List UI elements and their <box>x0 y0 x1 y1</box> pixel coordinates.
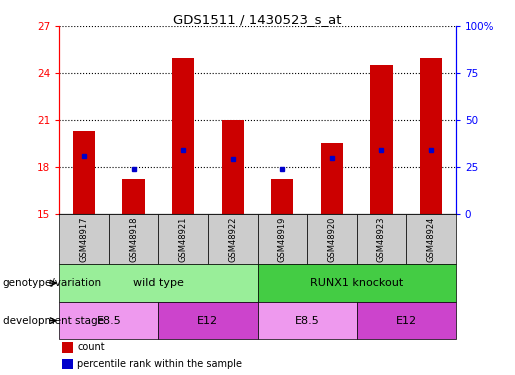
Bar <box>370 65 392 214</box>
Bar <box>258 302 356 339</box>
Bar <box>109 214 159 264</box>
Text: count: count <box>77 342 105 352</box>
Text: E8.5: E8.5 <box>295 316 319 326</box>
Text: GSM48924: GSM48924 <box>426 216 436 262</box>
Bar <box>123 179 145 214</box>
Bar <box>73 131 95 214</box>
Bar <box>221 120 244 214</box>
Text: E12: E12 <box>197 316 218 326</box>
Bar <box>321 144 343 214</box>
Text: GDS1511 / 1430523_s_at: GDS1511 / 1430523_s_at <box>173 13 342 26</box>
Text: GSM48923: GSM48923 <box>377 216 386 262</box>
Text: percentile rank within the sample: percentile rank within the sample <box>77 359 242 369</box>
Text: E8.5: E8.5 <box>96 316 121 326</box>
Bar <box>159 302 258 339</box>
Bar <box>258 214 307 264</box>
Bar <box>59 214 109 264</box>
Text: E12: E12 <box>396 316 417 326</box>
Text: genotype/variation: genotype/variation <box>3 278 101 288</box>
Text: GSM48921: GSM48921 <box>179 216 187 262</box>
Bar <box>356 302 456 339</box>
Text: GSM48920: GSM48920 <box>328 216 336 262</box>
Bar <box>172 57 194 214</box>
Text: GSM48922: GSM48922 <box>228 216 237 262</box>
Bar <box>406 214 456 264</box>
Bar <box>208 214 258 264</box>
Bar <box>420 57 442 214</box>
Bar <box>271 179 294 214</box>
Bar <box>159 214 208 264</box>
Text: GSM48917: GSM48917 <box>79 216 89 262</box>
Text: RUNX1 knockout: RUNX1 knockout <box>310 278 403 288</box>
Text: GSM48919: GSM48919 <box>278 216 287 262</box>
Bar <box>258 264 456 302</box>
Bar <box>59 264 258 302</box>
Text: GSM48918: GSM48918 <box>129 216 138 262</box>
Bar <box>356 214 406 264</box>
Bar <box>307 214 356 264</box>
Text: wild type: wild type <box>133 278 184 288</box>
Text: development stage: development stage <box>3 316 104 326</box>
Bar <box>59 302 159 339</box>
